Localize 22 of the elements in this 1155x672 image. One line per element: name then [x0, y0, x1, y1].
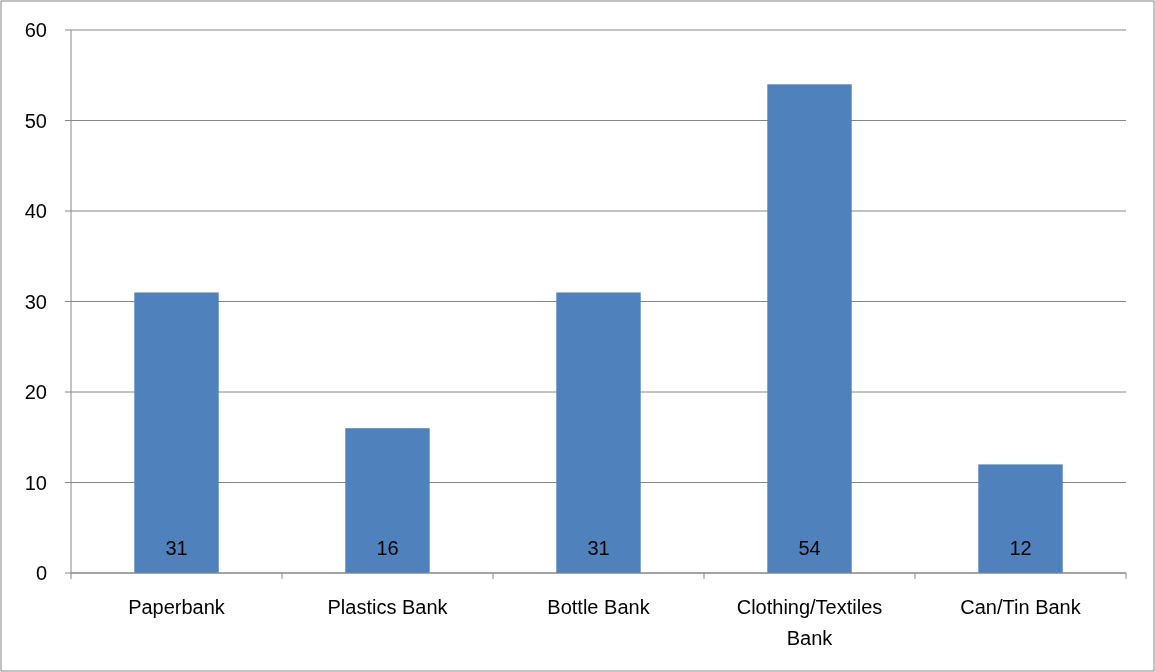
data-label: 54: [798, 537, 821, 559]
y-tick-label: 40: [24, 200, 47, 222]
y-tick-label: 30: [24, 290, 47, 313]
data-label: 31: [587, 537, 610, 559]
y-tick-label: 50: [24, 109, 47, 132]
data-label: 16: [376, 537, 399, 559]
bar: [556, 292, 641, 573]
bar: [345, 428, 430, 573]
data-label: 12: [1009, 537, 1032, 559]
x-tick-label: Can/Tin Bank: [960, 596, 1082, 618]
x-tick-label: Bottle Bank: [547, 596, 651, 618]
data-label: 31: [165, 537, 188, 559]
y-tick-label: 20: [24, 381, 47, 403]
x-tick-label: Clothing/Textiles Bank: [736, 596, 883, 649]
y-tick-label: 0: [35, 562, 47, 584]
x-tick-label: Plastics Bank: [327, 596, 449, 618]
bar: [134, 292, 219, 573]
y-tick-label: 60: [24, 19, 47, 41]
bar: [978, 464, 1063, 573]
x-tick-label: Paperbank: [128, 596, 226, 618]
bar: [767, 84, 852, 573]
y-tick-label: 10: [24, 471, 47, 494]
